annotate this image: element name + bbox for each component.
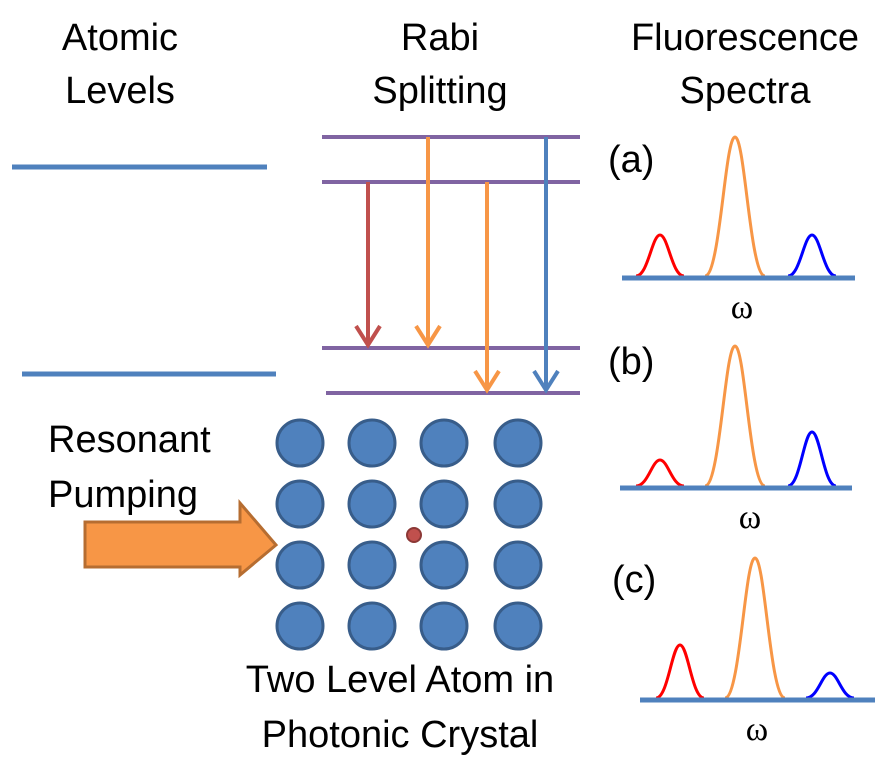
rod bbox=[349, 603, 395, 649]
arrow bbox=[475, 182, 499, 390]
rod bbox=[421, 420, 467, 466]
rod bbox=[495, 542, 541, 588]
rod bbox=[277, 542, 323, 588]
caption: Photonic Crystal bbox=[262, 714, 539, 756]
axis-label: ω bbox=[731, 289, 753, 326]
peak bbox=[705, 137, 765, 276]
rod bbox=[277, 603, 323, 649]
rod bbox=[421, 481, 467, 527]
rod bbox=[277, 420, 323, 466]
peak bbox=[788, 235, 836, 276]
rod bbox=[495, 420, 541, 466]
pump-label: Pumping bbox=[48, 474, 198, 516]
axis-label: ω bbox=[746, 711, 768, 748]
spectra bbox=[620, 137, 875, 700]
peak bbox=[656, 645, 704, 698]
peak bbox=[636, 460, 684, 486]
peak bbox=[705, 346, 765, 486]
peak bbox=[636, 235, 684, 276]
heading: Atomic bbox=[62, 17, 178, 59]
axis-label: ω bbox=[739, 499, 761, 536]
heading: Levels bbox=[65, 70, 175, 112]
rabi-levels bbox=[322, 137, 580, 393]
rod bbox=[349, 481, 395, 527]
peak bbox=[806, 673, 854, 698]
arrow bbox=[416, 137, 440, 345]
diagram: Atomic Levels Rabi Splitting Fluorescenc… bbox=[0, 0, 877, 758]
pump-label: Resonant bbox=[48, 419, 211, 461]
rod bbox=[349, 420, 395, 466]
arrow bbox=[356, 182, 380, 345]
transitions bbox=[356, 137, 558, 390]
peak bbox=[788, 432, 836, 486]
atom bbox=[407, 528, 421, 542]
panel-label: (c) bbox=[612, 559, 656, 601]
heading: Spectra bbox=[680, 70, 812, 112]
rod bbox=[349, 542, 395, 588]
rod bbox=[495, 481, 541, 527]
page: Atomic Levels Rabi Splitting Fluorescenc… bbox=[0, 0, 877, 758]
heading: Splitting bbox=[372, 70, 507, 112]
atomic-levels bbox=[12, 167, 276, 374]
rod bbox=[421, 542, 467, 588]
peak bbox=[725, 558, 785, 698]
rod bbox=[421, 603, 467, 649]
heading: Fluorescence bbox=[631, 17, 859, 59]
arrow bbox=[534, 137, 558, 390]
rod bbox=[495, 603, 541, 649]
panel-label: (a) bbox=[608, 139, 654, 181]
panel-label: (b) bbox=[608, 341, 654, 383]
heading: Rabi bbox=[401, 17, 479, 59]
caption: Two Level Atom in bbox=[246, 659, 554, 701]
rod bbox=[277, 481, 323, 527]
